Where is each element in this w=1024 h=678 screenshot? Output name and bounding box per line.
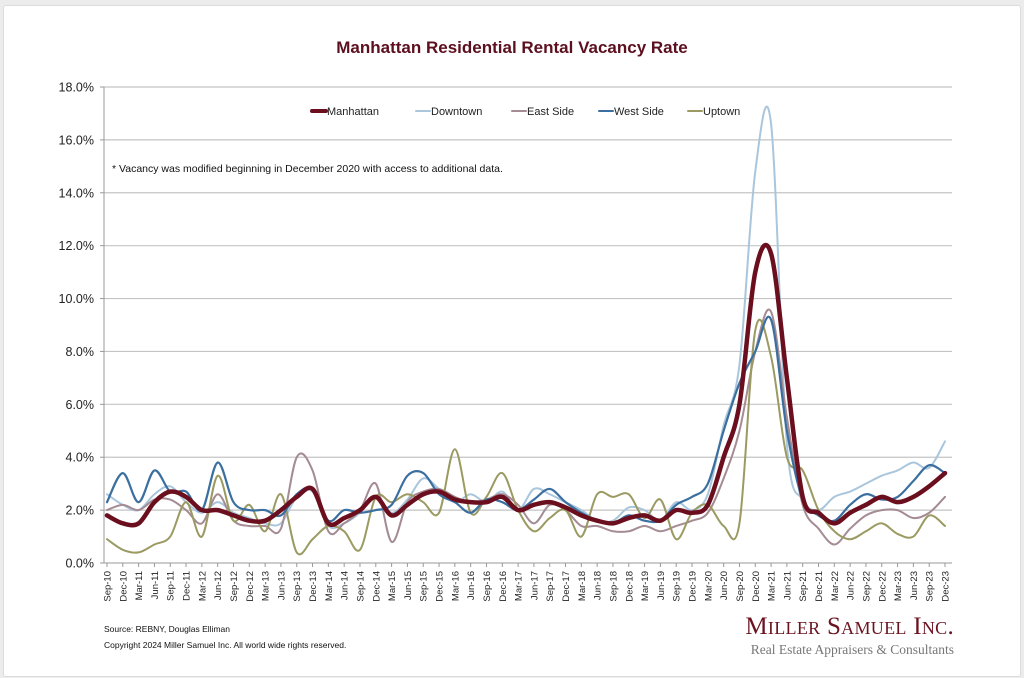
- legend-label-uptown: Uptown: [703, 106, 740, 118]
- legend: Manhattan Downtown East Side West Side Uptow…: [310, 106, 740, 118]
- y-tick-label: 12.0%: [59, 239, 94, 253]
- x-axis: Sep-10 Dec-10 Mar-11 Jun-11 Sep-11 Dec-11 Mar-…: [103, 562, 952, 602]
- x-tick-label: Sep-23: [925, 571, 936, 602]
- x-tick-label: Mar-14: [324, 571, 335, 601]
- x-tick-label: Dec-11: [182, 571, 193, 601]
- x-tick-label: Sep-14: [355, 571, 366, 602]
- x-tick-label: Dec-19: [688, 571, 699, 602]
- source-text: Source: REBNY, Douglas Elliman: [104, 624, 230, 634]
- x-tick-label: Dec-16: [498, 571, 509, 602]
- y-tick-label: 2.0%: [66, 504, 95, 518]
- x-tick-label: Sep-20: [735, 571, 746, 602]
- y-tick-label: 14.0%: [59, 186, 94, 200]
- x-tick-label: Jun-22: [846, 571, 857, 600]
- x-tick-label: Jun-15: [403, 571, 414, 600]
- x-tick-label: Mar-17: [514, 571, 525, 601]
- chart-annotation: * Vacancy was modified beginning in Dece…: [112, 163, 503, 175]
- y-tick-label: 4.0%: [66, 451, 95, 465]
- legend-label-east-side: East Side: [527, 106, 574, 118]
- company-name: Miller Samuel Inc.: [745, 613, 954, 640]
- series-line-uptown: [106, 318, 946, 556]
- company-tagline: Real Estate Appraisers & Consultants: [750, 642, 954, 657]
- x-tick-label: Jun-14: [340, 571, 351, 600]
- x-tick-label: Jun-12: [213, 571, 224, 600]
- y-tick-label: 0.0%: [66, 557, 95, 571]
- y-tick-label: 16.0%: [59, 133, 94, 147]
- x-tick-label: Sep-21: [798, 571, 809, 602]
- x-tick-label: Jun-16: [466, 571, 477, 600]
- gridlines: [104, 86, 952, 511]
- x-tick-label: Sep-13: [292, 571, 303, 602]
- x-tick-label: Dec-23: [941, 571, 952, 602]
- x-tick-label: Dec-10: [118, 571, 129, 602]
- x-tick-label: Sep-16: [482, 571, 493, 602]
- x-tick-label: Mar-21: [767, 571, 778, 601]
- x-tick-label: Jun-17: [529, 571, 540, 600]
- x-tick-label: Jun-11: [150, 571, 161, 599]
- chart-title: Manhattan Residential Rental Vacancy Rat…: [336, 38, 688, 57]
- series-lines: [104, 105, 948, 556]
- y-tick-label: 6.0%: [66, 398, 95, 412]
- x-tick-label: Dec-14: [371, 571, 382, 602]
- x-tick-label: Sep-15: [419, 571, 430, 602]
- y-tick-label: 10.0%: [59, 292, 94, 306]
- company-logo: Miller Samuel Inc. Real Estate Appraiser…: [745, 613, 954, 659]
- x-tick-label: Dec-18: [624, 571, 635, 602]
- x-tick-label: Jun-21: [782, 571, 793, 600]
- x-tick-label: Mar-15: [387, 571, 398, 601]
- x-tick-label: Sep-22: [861, 571, 872, 602]
- series-line-manhattan: [104, 242, 948, 528]
- x-tick-label: Dec-15: [435, 571, 446, 602]
- y-axis: 0.0% 2.0% 4.0% 6.0% 8.0% 10.0% 12.0% 14.0% 16.0%…: [59, 81, 105, 571]
- x-tick-label: Dec-20: [751, 571, 762, 602]
- copyright-text: Copyright 2024 Miller Samuel Inc. All wo…: [104, 640, 347, 650]
- x-tick-label: Dec-22: [877, 571, 888, 602]
- x-tick-label: Jun-13: [276, 571, 287, 600]
- series-line-west-side: [105, 315, 947, 525]
- x-tick-label: Mar-13: [261, 571, 272, 601]
- x-tick-label: Jun-19: [656, 571, 667, 600]
- x-tick-label: Dec-21: [814, 571, 825, 602]
- x-tick-label: Mar-16: [450, 571, 461, 601]
- x-tick-label: Mar-22: [830, 571, 841, 601]
- legend-label-downtown: Downtown: [431, 106, 482, 118]
- x-tick-label: Jun-18: [593, 571, 604, 600]
- x-tick-label: Sep-11: [166, 571, 177, 601]
- y-tick-label: 8.0%: [66, 345, 95, 359]
- x-tick-label: Mar-20: [703, 571, 714, 601]
- x-tick-label: Dec-13: [308, 571, 319, 602]
- legend-label-west-side: West Side: [614, 106, 664, 118]
- x-tick-label: Mar-18: [577, 571, 588, 601]
- legend-label-manhattan: Manhattan: [327, 106, 379, 118]
- x-tick-label: Dec-17: [561, 571, 572, 602]
- x-tick-label: Mar-11: [134, 571, 145, 600]
- x-tick-label: Mar-23: [893, 571, 904, 601]
- x-tick-label: Sep-17: [545, 571, 556, 602]
- x-tick-label: Sep-19: [672, 571, 683, 602]
- x-tick-label: Mar-12: [197, 571, 208, 601]
- x-tick-label: Jun-20: [719, 571, 730, 600]
- x-tick-label: Jun-23: [909, 571, 920, 600]
- x-tick-label: Sep-12: [229, 571, 240, 602]
- x-tick-label: Sep-10: [103, 571, 114, 602]
- x-tick-label: Sep-18: [608, 571, 619, 602]
- x-tick-label: Dec-12: [245, 571, 256, 602]
- y-tick-label: 18.0%: [59, 81, 94, 95]
- chart-frame: [3, 5, 1021, 677]
- x-tick-label: Mar-19: [640, 571, 651, 601]
